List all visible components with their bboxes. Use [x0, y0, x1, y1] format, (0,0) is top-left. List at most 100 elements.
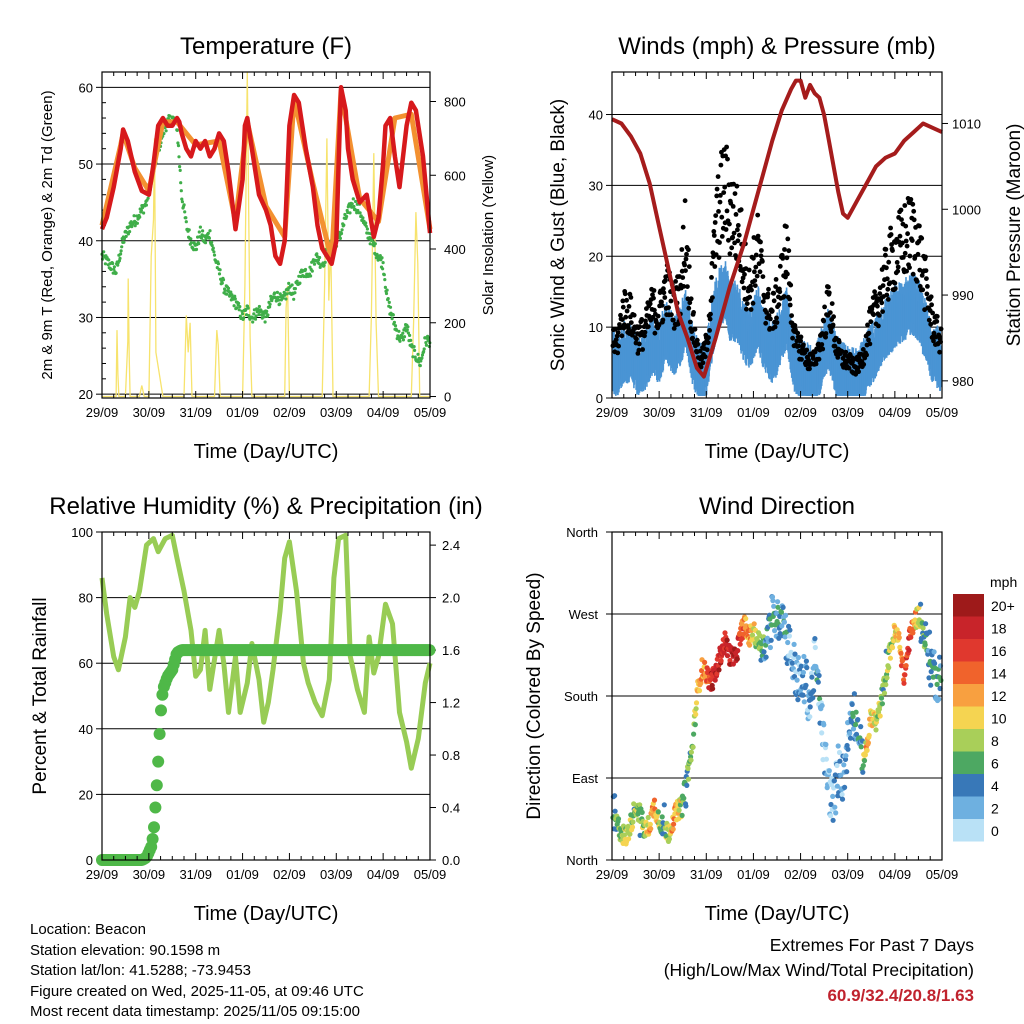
dewpoint-point: [382, 273, 386, 277]
direction-point: [757, 632, 763, 639]
gust-point: [931, 338, 936, 344]
dewpoint-point: [135, 221, 139, 225]
gust-point: [666, 305, 671, 310]
chart-title-winds: Winds (mph) & Pressure (mb): [618, 33, 935, 60]
direction-point: [712, 677, 718, 683]
dewpoint-point: [402, 335, 407, 339]
direction-point: [855, 717, 861, 723]
dewpoint-point: [338, 236, 342, 240]
gust-point: [739, 279, 745, 285]
direction-point: [693, 700, 700, 706]
gust-point: [885, 286, 891, 292]
direction-point: [851, 691, 858, 697]
dewpoint-point: [277, 298, 281, 302]
gust-point: [731, 230, 737, 236]
extremes-box: Extremes For Past 7 Days (High/Low/Max W…: [664, 933, 974, 1008]
y-tick-label: 20: [589, 249, 603, 264]
gust-point: [636, 347, 642, 353]
direction-point: [803, 682, 809, 688]
gust-point: [826, 284, 831, 290]
dewpoint-point: [422, 350, 426, 354]
gust-point: [829, 301, 835, 306]
gust-point: [928, 321, 934, 327]
gust-point: [626, 304, 632, 309]
direction-point: [849, 701, 855, 708]
dewpoint-point: [417, 356, 421, 361]
gust-point: [716, 255, 722, 260]
direction-point: [807, 714, 813, 720]
gust-point: [619, 333, 625, 339]
gust-point: [903, 238, 909, 244]
dewpoint-point: [253, 317, 258, 321]
gust-point: [876, 313, 882, 318]
humidity-line: [99, 532, 433, 771]
direction-point: [923, 621, 929, 627]
direction-point: [886, 665, 892, 671]
gust-point: [786, 248, 792, 254]
legend-label: 12: [991, 688, 1007, 704]
legend-title: mph: [990, 574, 1017, 590]
gust-point: [692, 326, 698, 332]
dewpoint-point: [124, 234, 128, 238]
gust-point: [681, 284, 687, 289]
gust-point: [894, 260, 900, 265]
direction-point: [838, 772, 844, 778]
dewpoint-point: [398, 339, 402, 343]
station-info: Location: Beacon Station elevation: 90.1…: [30, 920, 364, 1023]
y2-tick-label: 0.0: [442, 853, 460, 868]
y2-tick-label: 200: [444, 316, 466, 331]
y-axis-label-temperature: 2m & 9m T (Red, Orange) & 2m Td (Green): [39, 90, 56, 379]
dewpoint-point: [179, 189, 183, 193]
dewpoint-point: [187, 228, 191, 232]
gust-point: [898, 207, 904, 213]
dewpoint-point: [312, 262, 317, 266]
direction-point: [768, 637, 774, 643]
y-tick-label: West: [569, 607, 599, 622]
gust-point: [735, 238, 741, 244]
gust-point: [785, 271, 790, 277]
x-tick-label: 01/09: [737, 405, 770, 420]
direction-point: [938, 677, 944, 684]
gust-point: [687, 319, 693, 325]
y-tick-label: 0: [596, 391, 603, 406]
gust-point: [730, 204, 736, 209]
direction-point: [858, 724, 864, 730]
gust-point: [651, 288, 657, 293]
x-tick-label: 04/09: [367, 867, 400, 882]
gust-point: [741, 285, 747, 291]
gust-point: [670, 317, 676, 323]
legend-swatch: [953, 639, 984, 662]
gust-point: [709, 261, 715, 266]
gust-point: [748, 307, 754, 312]
direction-point: [844, 769, 850, 775]
gust-point: [613, 337, 619, 343]
y2-tick-label: 990: [952, 288, 974, 303]
gust-point: [735, 223, 741, 228]
gust-point: [819, 342, 825, 347]
dewpoint-point: [246, 306, 250, 310]
dewpoint-point: [208, 229, 212, 233]
direction-point: [834, 783, 841, 789]
dewpoint-point: [118, 256, 122, 260]
dewpoint-point: [397, 329, 401, 333]
dewpoint-point: [351, 197, 355, 201]
dewpoint-point: [226, 286, 231, 290]
gust-point: [911, 208, 917, 214]
gust-point: [788, 282, 794, 288]
dewpoint-point: [276, 295, 280, 299]
dewpoint-point: [384, 291, 389, 296]
legend-label: 8: [991, 733, 999, 749]
direction-point: [630, 819, 636, 825]
gust-point: [909, 238, 915, 244]
gust-point: [782, 247, 787, 252]
direction-point: [865, 740, 872, 746]
dewpoint-point: [309, 274, 313, 278]
dewpoint-point: [406, 325, 410, 329]
gust-point: [885, 297, 891, 302]
y-tick-label: 10: [589, 320, 603, 335]
gust-point: [652, 307, 657, 313]
direction-point: [920, 625, 926, 631]
gust-point: [725, 156, 730, 162]
direction-point: [648, 826, 654, 832]
direction-point: [710, 686, 716, 692]
